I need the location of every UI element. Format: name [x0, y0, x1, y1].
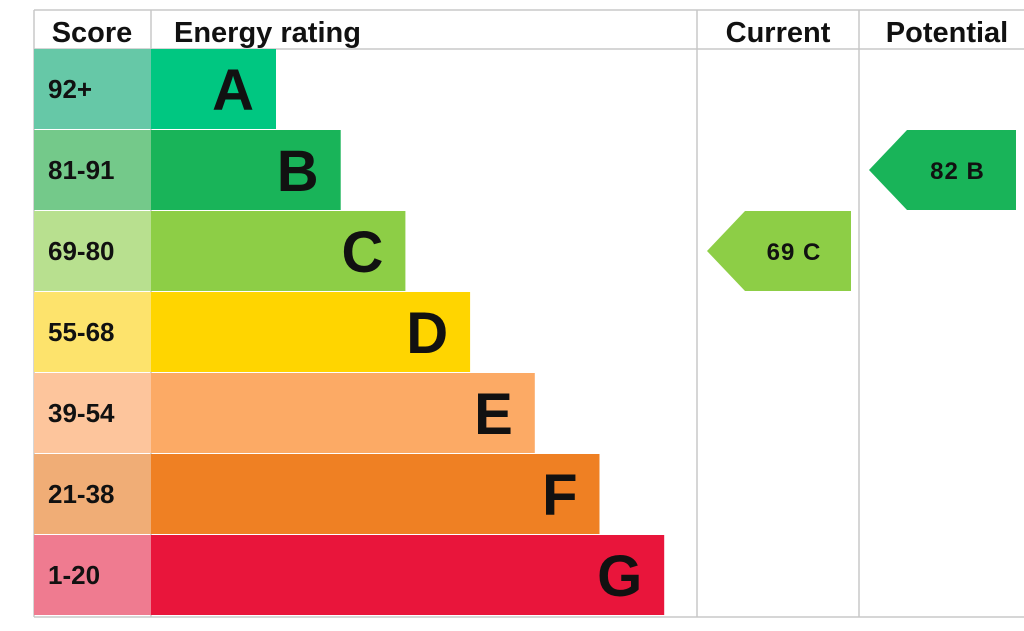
rating-arrows: 69 C 82 B	[707, 130, 1016, 291]
rating-bar	[151, 292, 471, 372]
score-label: 55-68	[48, 317, 115, 347]
header-score: Score	[52, 17, 133, 49]
score-label: 1-20	[48, 560, 100, 590]
band-letter: F	[542, 463, 577, 528]
band-letter: A	[212, 58, 254, 123]
rating-bar	[151, 49, 276, 129]
rating-bar	[151, 535, 665, 615]
score-cell	[34, 454, 151, 534]
rating-bands: 92+ A 81-91 B 69-80 C 55-68 D 39-54 E 21-38 F 1-20 G	[34, 49, 665, 615]
rating-bar	[151, 454, 600, 534]
band-letter: C	[342, 220, 384, 285]
score-cell	[34, 49, 151, 129]
band-letter: G	[597, 544, 642, 609]
header-potential: Potential	[886, 17, 1008, 49]
score-label: 69-80	[48, 236, 115, 266]
table-headers: Score Energy rating Current Potential	[52, 17, 1009, 49]
score-label: 92+	[48, 74, 92, 104]
potential-rating-label: 82 B	[930, 158, 985, 185]
band-letter: B	[277, 139, 319, 204]
score-cell	[34, 373, 151, 453]
score-cell	[34, 211, 151, 291]
score-cell	[34, 130, 151, 210]
band-letter: D	[406, 301, 448, 366]
score-label: 81-91	[48, 155, 115, 185]
rating-bar	[151, 130, 341, 210]
score-cell	[34, 535, 151, 615]
score-cell	[34, 292, 151, 372]
potential-arrow	[869, 130, 1016, 210]
header-energy-rating: Energy rating	[174, 17, 361, 49]
current-rating-label: 69 C	[767, 239, 822, 266]
rating-bar	[151, 211, 406, 291]
band-letter: E	[474, 382, 513, 447]
header-current: Current	[726, 17, 831, 49]
score-label: 21-38	[48, 479, 115, 509]
score-label: 39-54	[48, 398, 115, 428]
current-arrow	[707, 211, 851, 291]
rating-bar	[151, 373, 535, 453]
